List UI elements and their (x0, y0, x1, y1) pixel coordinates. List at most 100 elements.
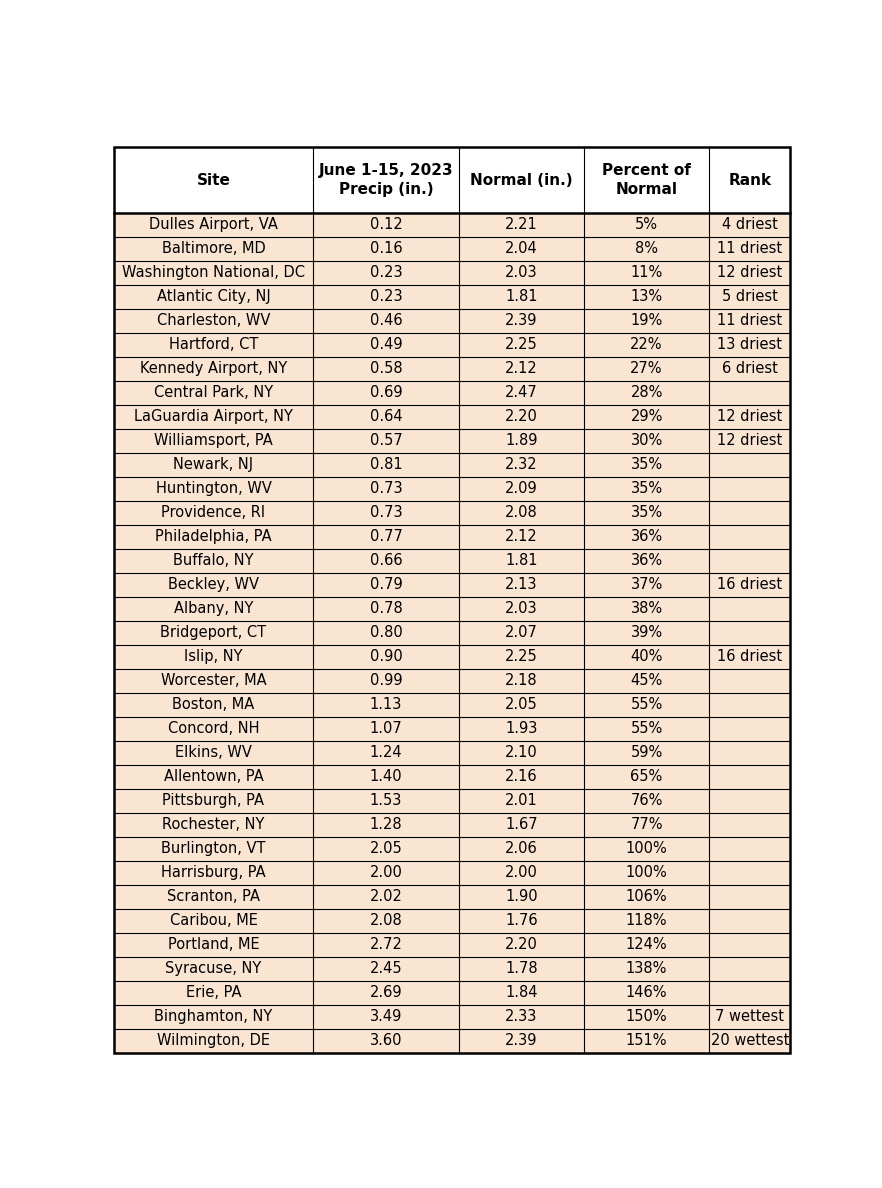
Text: 2.05: 2.05 (370, 841, 402, 857)
Text: 5 driest: 5 driest (721, 290, 778, 304)
Text: 77%: 77% (631, 817, 663, 833)
Bar (114, 501, 790, 525)
Text: 3.49: 3.49 (370, 1010, 402, 1024)
Text: Philadelphia, PA: Philadelphia, PA (155, 530, 272, 544)
Text: Washington National, DC: Washington National, DC (122, 265, 305, 280)
Text: Kennedy Airport, NY: Kennedy Airport, NY (140, 361, 288, 377)
Text: 1.67: 1.67 (505, 817, 538, 833)
Text: 37%: 37% (631, 577, 662, 593)
Bar (114, 765, 790, 789)
Bar (114, 789, 790, 813)
Text: 20 wettest: 20 wettest (711, 1034, 789, 1048)
Text: 106%: 106% (625, 890, 668, 904)
Text: 19%: 19% (631, 314, 662, 328)
Text: 1.78: 1.78 (505, 961, 538, 977)
Text: 22%: 22% (631, 337, 663, 353)
Text: 2.72: 2.72 (370, 937, 402, 953)
Text: 11 driest: 11 driest (717, 314, 782, 328)
Text: 5%: 5% (635, 217, 658, 233)
Text: Baltimore, MD: Baltimore, MD (161, 241, 265, 257)
Text: 2.39: 2.39 (505, 314, 538, 328)
Text: 1.76: 1.76 (505, 914, 538, 928)
Bar (114, 596, 790, 621)
Text: 138%: 138% (626, 961, 668, 977)
Text: Pittsburgh, PA: Pittsburgh, PA (162, 794, 265, 808)
Text: 12 driest: 12 driest (717, 434, 782, 448)
Text: Rank: Rank (729, 172, 772, 188)
Text: Caribou, ME: Caribou, ME (169, 914, 258, 928)
Bar (114, 236, 790, 261)
Text: Scranton, PA: Scranton, PA (167, 890, 260, 904)
Text: 2.08: 2.08 (505, 505, 538, 520)
Text: 2.25: 2.25 (505, 650, 538, 664)
Text: 0.69: 0.69 (370, 385, 402, 400)
Text: 30%: 30% (631, 434, 662, 448)
Text: Allentown, PA: Allentown, PA (163, 770, 264, 784)
Bar (114, 909, 790, 933)
Text: 6 driest: 6 driest (721, 361, 778, 377)
Text: Site: Site (197, 172, 230, 188)
Text: 2.05: 2.05 (505, 697, 538, 713)
Bar (114, 836, 790, 861)
Text: Wilmington, DE: Wilmington, DE (157, 1034, 270, 1048)
Text: 0.66: 0.66 (370, 554, 402, 568)
Text: 146%: 146% (626, 985, 668, 1000)
Text: Portland, ME: Portland, ME (168, 937, 259, 953)
Bar (114, 309, 790, 333)
Text: 118%: 118% (626, 914, 668, 928)
Text: 0.64: 0.64 (370, 410, 402, 424)
Text: 2.16: 2.16 (505, 770, 538, 784)
Text: 65%: 65% (631, 770, 662, 784)
Text: 11 driest: 11 driest (717, 241, 782, 257)
Text: 100%: 100% (625, 841, 668, 857)
Text: 1.13: 1.13 (370, 697, 402, 713)
Text: 0.78: 0.78 (370, 601, 402, 617)
Text: 2.25: 2.25 (505, 337, 538, 353)
Text: 2.39: 2.39 (505, 1034, 538, 1048)
Bar (114, 933, 790, 956)
Text: 11%: 11% (631, 265, 662, 280)
Text: Syracuse, NY: Syracuse, NY (165, 961, 262, 977)
Text: Burlington, VT: Burlington, VT (161, 841, 265, 857)
Text: 2.07: 2.07 (505, 625, 538, 640)
Text: Harrisburg, PA: Harrisburg, PA (161, 865, 265, 880)
Text: 7 wettest: 7 wettest (715, 1010, 784, 1024)
Text: 2.10: 2.10 (505, 745, 538, 760)
Bar (114, 716, 790, 741)
Bar (114, 621, 790, 645)
Text: 0.46: 0.46 (370, 314, 402, 328)
Text: Providence, RI: Providence, RI (161, 505, 265, 520)
Bar (114, 356, 790, 381)
Text: Percent of
Normal: Percent of Normal (602, 163, 691, 197)
Text: 2.12: 2.12 (505, 530, 538, 544)
Text: Normal (in.): Normal (in.) (470, 172, 572, 188)
Bar (114, 956, 790, 981)
Text: 0.23: 0.23 (370, 265, 402, 280)
Text: 2.45: 2.45 (370, 961, 402, 977)
Text: 100%: 100% (625, 865, 668, 880)
Text: Albany, NY: Albany, NY (174, 601, 253, 617)
Text: Buffalo, NY: Buffalo, NY (173, 554, 254, 568)
Text: 12 driest: 12 driest (717, 265, 782, 280)
Text: 2.06: 2.06 (505, 841, 538, 857)
Text: 0.49: 0.49 (370, 337, 402, 353)
Text: 2.04: 2.04 (505, 241, 538, 257)
Bar (114, 525, 790, 549)
Bar (114, 693, 790, 716)
Text: 1.84: 1.84 (505, 985, 538, 1000)
Text: 3.60: 3.60 (370, 1034, 402, 1048)
Text: 1.24: 1.24 (370, 745, 402, 760)
Text: 2.13: 2.13 (505, 577, 538, 593)
Text: 45%: 45% (631, 674, 662, 688)
Text: Boston, MA: Boston, MA (172, 697, 255, 713)
Text: 124%: 124% (625, 937, 668, 953)
Bar (114, 476, 790, 501)
Text: 2.01: 2.01 (505, 794, 538, 808)
Text: 16 driest: 16 driest (717, 577, 782, 593)
Text: 2.03: 2.03 (505, 601, 538, 617)
Text: 35%: 35% (631, 457, 662, 473)
Text: 28%: 28% (631, 385, 662, 400)
Text: 0.57: 0.57 (370, 434, 402, 448)
Text: June 1-15, 2023
Precip (in.): June 1-15, 2023 Precip (in.) (318, 163, 453, 197)
Text: 59%: 59% (631, 745, 662, 760)
